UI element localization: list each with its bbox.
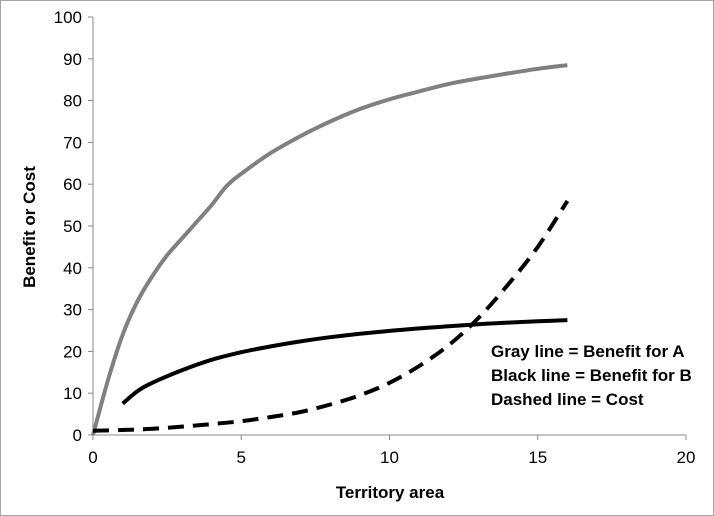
x-tick-label: 20 [677,448,696,467]
y-axis-title: Benefit or Cost [20,166,39,288]
x-tick-label: 5 [237,448,246,467]
black-benefit-b-line [121,318,568,406]
y-tick-label: 20 [63,342,82,361]
y-tick-label: 10 [63,384,82,403]
x-tick-label: 15 [528,448,547,467]
y-tick-label: 80 [63,92,82,111]
x-tick-label: 10 [380,448,399,467]
y-tick-label: 100 [54,8,82,27]
annotation-black-line: Black line = Benefit for B [491,366,692,385]
y-tick-label: 30 [63,301,82,320]
annotation-dashed-line: Dashed line = Cost [491,390,644,409]
y-tick-label: 60 [63,175,82,194]
dashed-cost-line [92,199,570,433]
x-tick-label: 0 [88,448,97,467]
y-tick-label: 40 [63,259,82,278]
annotation-gray-line: Gray line = Benefit for A [491,342,685,361]
x-axis-title: Territory area [336,483,445,502]
y-tick-label: 0 [73,426,82,445]
y-tick-label: 70 [63,133,82,152]
plot-area: 0 10 20 30 40 50 60 70 80 90 100 0 5 10 15 20 [54,8,696,467]
y-tick-label: 50 [63,217,82,236]
y-tick-label: 90 [63,50,82,69]
gray-benefit-a-line [91,63,568,436]
